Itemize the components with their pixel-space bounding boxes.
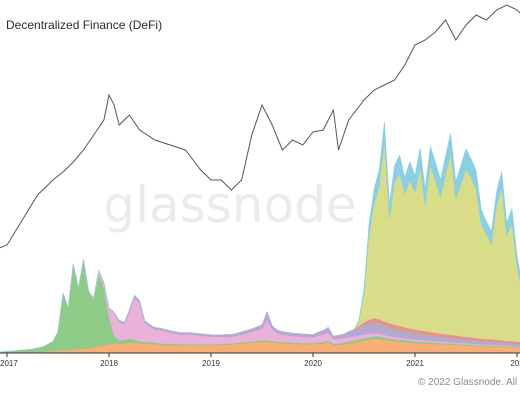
x-tick-label: 2020 [304, 359, 322, 368]
x-tick-label: 2019 [202, 359, 220, 368]
x-tick-label: 2018 [100, 359, 118, 368]
watermark: glassnode [103, 176, 356, 234]
copyright-text: © 2022 Glassnode. All [418, 377, 518, 388]
chart-title: Decentralized Finance (DeFi) [6, 18, 163, 32]
price-line-layer [0, 4, 520, 249]
area-series-lightblue [0, 121, 520, 353]
price-line [0, 4, 520, 249]
x-tick-label: 202 [510, 359, 520, 368]
x-tick-label: 2021 [406, 359, 424, 368]
x-tick-label: 2017 [0, 359, 18, 368]
x-axis-ticks: 2017 2018 2019 2020 2021 202 [0, 353, 520, 368]
stacked-area-layers [0, 121, 520, 354]
